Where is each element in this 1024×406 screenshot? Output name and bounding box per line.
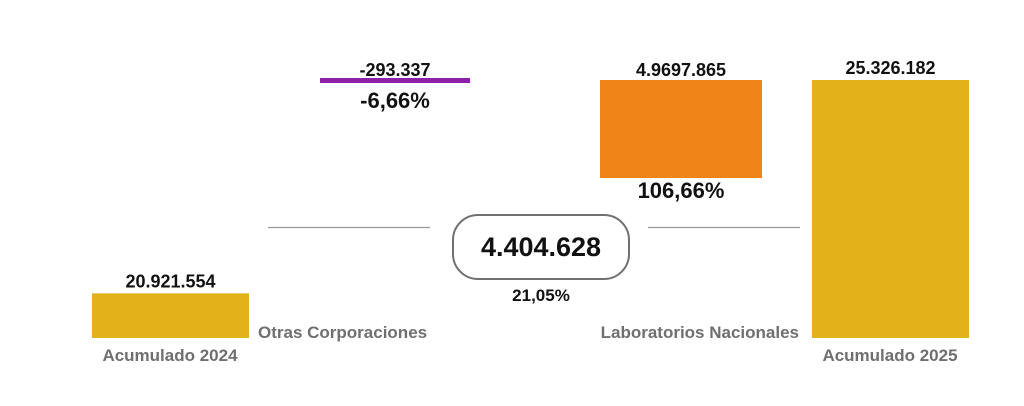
category-label-1: Acumulado 2024 xyxy=(102,346,238,365)
net-change-value: 4.404.628 xyxy=(480,231,602,262)
category-label-2: Otras Corporaciones xyxy=(258,323,427,342)
bar-percent-label-3: 106,66% xyxy=(638,178,725,203)
bar-total-1 xyxy=(92,293,249,338)
category-label-3: Laboratorios Nacionales xyxy=(601,323,799,342)
bar-percent-label-2: -6,66% xyxy=(360,88,430,113)
category-label-4: Acumulado 2025 xyxy=(822,346,957,365)
net-change-percent: 21,05% xyxy=(512,286,570,305)
bar-decrease-2 xyxy=(320,78,470,83)
bar-value-label-2: -293.337 xyxy=(359,60,430,80)
bar-total-4 xyxy=(812,80,969,338)
net-change-badge: 4.404.628 xyxy=(452,214,630,280)
bar-increase-3 xyxy=(600,80,762,178)
bar-value-label-3: 4.9697.865 xyxy=(636,60,726,80)
bar-value-label-4: 25.326.182 xyxy=(845,58,935,78)
bar-value-label-1: 20.921.554 xyxy=(125,271,215,291)
